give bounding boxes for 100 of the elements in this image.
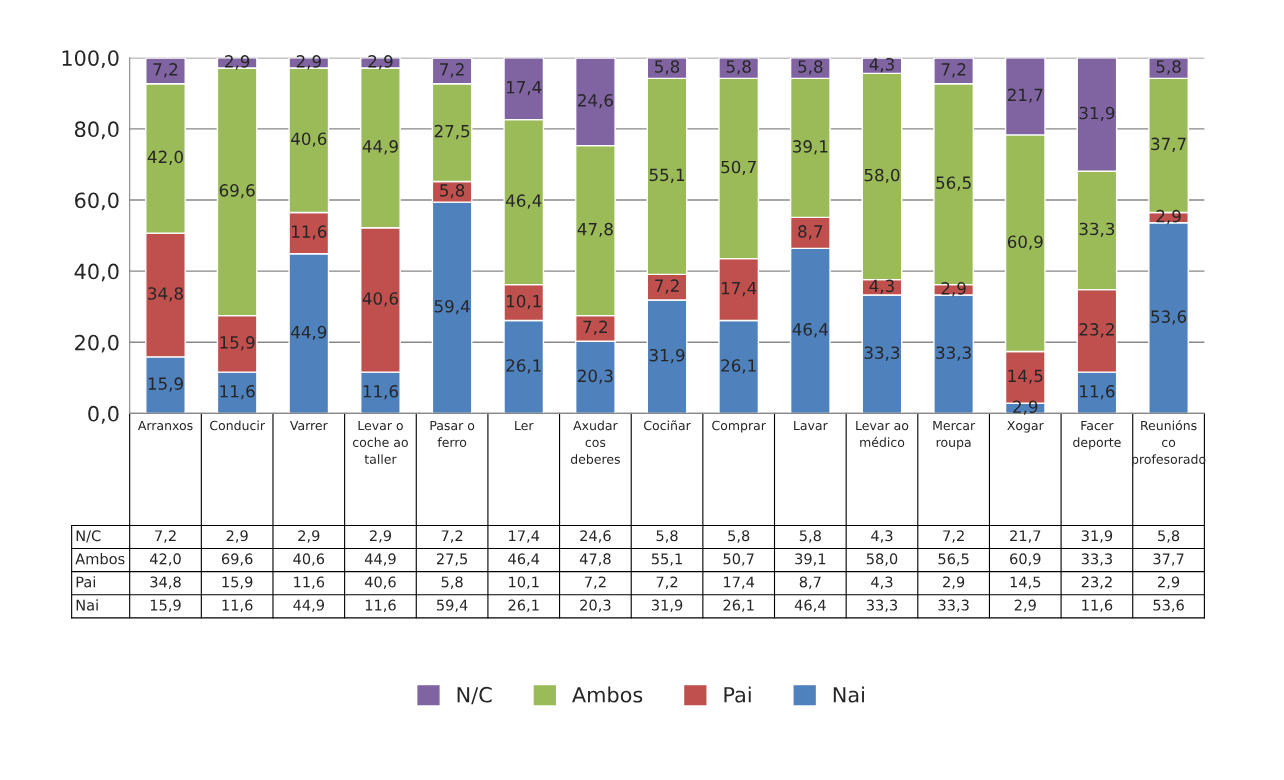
data-label: 40,6 (293, 553, 325, 566)
data-label: 46,4 (794, 599, 826, 613)
text: 2,9 (1156, 209, 1181, 225)
text: 46,4 (506, 194, 542, 209)
data-label: 44,9 (364, 553, 396, 566)
data-label: 46,4 (508, 553, 540, 566)
data-label: 24,6 (580, 530, 611, 543)
y-tick-label: 40,0 (74, 263, 119, 282)
text: 15,9 (148, 377, 183, 392)
text: 60,9 (1007, 235, 1043, 250)
x-tick-label: Facer deporte (1073, 420, 1121, 450)
text: 47,8 (577, 222, 613, 238)
text: 11,6 (363, 385, 398, 400)
text: 7,2 (153, 63, 178, 78)
data-label: 23,2 (1081, 576, 1112, 589)
text: 8,7 (798, 225, 823, 240)
data-label: 5,8 (1158, 530, 1180, 543)
data-label: 26,1 (508, 599, 539, 613)
data-label: 7,2 (943, 530, 964, 543)
legend-label: Nai (833, 686, 864, 703)
legend-label: Pai (724, 686, 751, 703)
y-tick-label: 100,0 (62, 50, 119, 69)
data-label: 15,9 (222, 576, 253, 589)
y-tick-label: 20,0 (75, 334, 119, 353)
data-label: 2,9 (298, 530, 320, 543)
data-label: 7,2 (155, 530, 176, 543)
data-label: 39,1 (795, 553, 826, 566)
data-label: 2,9 (226, 530, 248, 543)
text: 2,9 (368, 55, 393, 70)
x-tick-label: Ler (515, 420, 534, 431)
legend-label: Ambos (572, 686, 643, 703)
data-label: 53,6 (1153, 599, 1184, 613)
x-tick-label: Axudar cos deberes (570, 420, 620, 464)
text: 2,9 (225, 55, 250, 70)
text: Pai (76, 576, 95, 588)
text: 24,6 (578, 94, 613, 109)
text: 34,8 (148, 287, 183, 302)
data-label: 56,5 (938, 553, 969, 566)
data-label: 11,6 (222, 599, 253, 613)
text: 5,8 (726, 60, 751, 75)
data-label: 2,9 (1158, 576, 1180, 589)
data-label: 7,2 (441, 530, 463, 543)
data-label: 5,8 (728, 530, 750, 543)
data-label: 26,1 (723, 599, 754, 613)
data-label: 2,9 (943, 576, 965, 589)
data-label: 7,2 (656, 576, 678, 589)
text: 2,9 (296, 55, 321, 70)
data-label: 59,4 (436, 599, 468, 613)
data-label: 5,8 (799, 530, 821, 543)
text: 5,8 (655, 60, 680, 75)
data-label: 33,3 (866, 599, 898, 613)
data-label: 37,7 (1153, 553, 1184, 566)
text: Ambos (75, 553, 125, 565)
text: 37,7 (1151, 137, 1186, 152)
x-tick-label: Cociñar (644, 420, 691, 431)
data-label: 60,9 (1010, 553, 1041, 566)
data-label: 44,9 (293, 599, 325, 613)
data-label: 8,7 (799, 576, 821, 589)
data-label: 31,9 (651, 599, 683, 613)
data-label: 7,2 (584, 576, 606, 589)
text: 5,8 (440, 184, 465, 199)
data-label: 14,5 (1010, 576, 1041, 589)
text: 15,9 (220, 336, 255, 351)
text: 69,6 (219, 184, 255, 199)
text: 56,5 (936, 176, 971, 191)
text: 7,2 (440, 63, 464, 78)
data-label: 5,8 (656, 530, 678, 543)
x-tick-label: Conducir (210, 420, 265, 431)
data-label: 42,0 (149, 553, 181, 566)
text: 46,4 (792, 323, 828, 338)
data-label: 17,4 (509, 530, 540, 543)
data-label: 5,8 (441, 576, 463, 589)
text: 33,3 (864, 346, 900, 361)
text: 55,1 (649, 168, 685, 183)
text: 11,6 (292, 225, 327, 240)
text: 26,1 (506, 359, 541, 374)
data-label: 33,3 (938, 599, 969, 613)
text: 17,4 (721, 282, 757, 297)
text: 2,9 (941, 282, 966, 297)
text: 39,1 (793, 140, 828, 155)
data-label: 4,3 (871, 530, 893, 543)
data-label: 11,6 (1082, 599, 1113, 613)
text: 26,1 (721, 359, 756, 374)
text: 11,6 (1080, 385, 1115, 400)
data-label: 31,9 (1081, 530, 1113, 543)
text: 4,3 (869, 279, 894, 294)
y-tick-label: 60,0 (75, 192, 119, 211)
data-label: 2,9 (369, 530, 392, 543)
text: 50,7 (721, 160, 756, 176)
y-tick-label: 0,0 (88, 405, 119, 424)
text: 40,6 (291, 132, 327, 147)
x-tick-label: Xogar (1007, 420, 1044, 433)
x-tick-label: Lavar (794, 420, 828, 431)
text: 20,3 (578, 369, 613, 384)
text: N/C (76, 530, 101, 543)
text: 31,9 (1079, 106, 1115, 121)
text: 53,6 (1151, 310, 1187, 325)
data-label: 40,6 (364, 576, 396, 589)
text: 11,6 (220, 385, 255, 400)
text: 7,2 (941, 63, 966, 78)
